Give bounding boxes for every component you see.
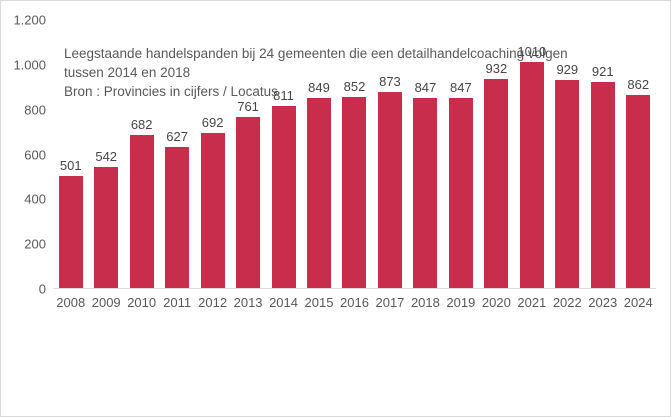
x-tick-label: 2013 xyxy=(233,295,263,310)
bar xyxy=(448,98,473,288)
bar-group-2022: 929 xyxy=(550,19,585,288)
bar xyxy=(377,92,402,288)
x-tick-label: 2020 xyxy=(481,295,511,310)
bar-group-2019: 847 xyxy=(443,19,478,288)
y-axis: 0 200 400 600 800 1.000 1.200 xyxy=(1,14,53,296)
bar-value-label: 852 xyxy=(343,79,366,95)
bar xyxy=(555,79,580,288)
y-tick-label: 800 xyxy=(24,102,46,118)
bar-group-2016: 852 xyxy=(337,19,372,288)
bar xyxy=(342,97,367,288)
bar-group-2015: 849 xyxy=(301,19,336,288)
bar-group-2023: 921 xyxy=(585,19,620,288)
y-tick-label: 400 xyxy=(24,191,46,207)
caption-line-1: Leegstaande handelspanden bij 24 gemeent… xyxy=(64,46,568,61)
x-tick-label: 2012 xyxy=(198,295,228,310)
bar xyxy=(200,132,225,288)
chart-caption: Leegstaande handelspanden bij 24 gemeent… xyxy=(64,44,670,101)
x-tick-label: 2008 xyxy=(56,295,86,310)
x-tick-label: 2009 xyxy=(91,295,121,310)
bar-value-label: 873 xyxy=(379,74,401,90)
bar-value-label: 847 xyxy=(450,80,472,96)
x-tick-label: 2010 xyxy=(127,295,157,310)
x-tick-label: 2021 xyxy=(517,295,547,310)
x-tick-label: 2018 xyxy=(410,295,440,310)
bar-value-label: 849 xyxy=(308,79,330,95)
bar-group-2012: 692 xyxy=(195,19,230,288)
x-tick-label: 2015 xyxy=(304,295,334,310)
bar xyxy=(129,135,154,288)
bar xyxy=(165,147,190,288)
caption-source: Bron : Provincies in cijfers / Locatus xyxy=(64,84,278,99)
bar-group-2008: 501 xyxy=(53,19,88,288)
x-tick-label: 2011 xyxy=(163,295,192,310)
chart-plot-row: 0 200 400 600 800 1.000 1.200 501 542 682 627 692 7… xyxy=(1,14,670,296)
y-tick-label: 200 xyxy=(24,236,46,252)
bar-group-2009: 542 xyxy=(88,19,123,288)
y-tick-label: 0 xyxy=(38,281,46,297)
bar xyxy=(626,94,651,288)
bar xyxy=(519,61,544,288)
y-tick-label: 1.200 xyxy=(13,12,46,28)
caption-line-2: tussen 2014 en 2018 xyxy=(64,65,191,80)
bar-value-label: 921 xyxy=(591,63,614,79)
bar-group-2011: 627 xyxy=(159,19,194,288)
bar xyxy=(271,106,296,288)
bar-value-label: 542 xyxy=(95,148,118,164)
bar-group-2014: 811 xyxy=(266,19,301,288)
bar-value-label: 501 xyxy=(59,157,82,173)
x-tick-label: 2024 xyxy=(623,295,653,310)
bar xyxy=(307,97,332,288)
bar-value-label: 862 xyxy=(627,76,650,92)
bar-value-label: 692 xyxy=(201,114,224,130)
y-tick-label: 1.000 xyxy=(13,57,46,73)
bar-group-2020: 932 xyxy=(479,19,514,288)
bar-group-2017: 873 xyxy=(372,19,407,288)
bar-group-2021: 1010 xyxy=(514,19,549,288)
x-tick-label: 2016 xyxy=(340,295,369,310)
bar-value-label: 1010 xyxy=(517,43,547,59)
bar xyxy=(484,79,509,288)
bar-value-label: 682 xyxy=(130,117,153,133)
bar xyxy=(94,166,119,288)
bar-group-2018: 847 xyxy=(408,19,443,288)
plot-area: 501 542 682 627 692 761 811 849 852 873 847 847 932 1… xyxy=(53,19,656,289)
bar-value-label: 929 xyxy=(556,61,579,77)
bar-value-label: 761 xyxy=(237,99,259,115)
x-tick-label: 2022 xyxy=(552,295,582,310)
bar xyxy=(413,98,438,288)
bar-group-2013: 761 xyxy=(230,19,265,288)
bar-value-label: 932 xyxy=(485,61,508,77)
bar-group-2024: 862 xyxy=(621,19,656,288)
bar-group-2010: 682 xyxy=(124,19,159,288)
bar xyxy=(236,117,261,288)
bar xyxy=(590,81,615,288)
x-tick-label: 2017 xyxy=(375,295,405,310)
x-tick-label: 2019 xyxy=(446,295,476,310)
x-axis: 2008 2009 2010 2011 2012 2013 2014 2015 2016 2017… xyxy=(53,289,656,309)
x-tick-label: 2014 xyxy=(269,295,298,310)
x-tick-label: 2023 xyxy=(588,295,618,310)
bar-value-label: 627 xyxy=(166,129,188,145)
y-tick-label: 600 xyxy=(24,147,46,162)
bar-value-label: 847 xyxy=(414,80,437,96)
bar xyxy=(58,175,83,288)
bar-value-label: 811 xyxy=(273,88,294,104)
bar-chart: 0 200 400 600 800 1.000 1.200 501 542 682 627 692 7… xyxy=(1,14,670,309)
